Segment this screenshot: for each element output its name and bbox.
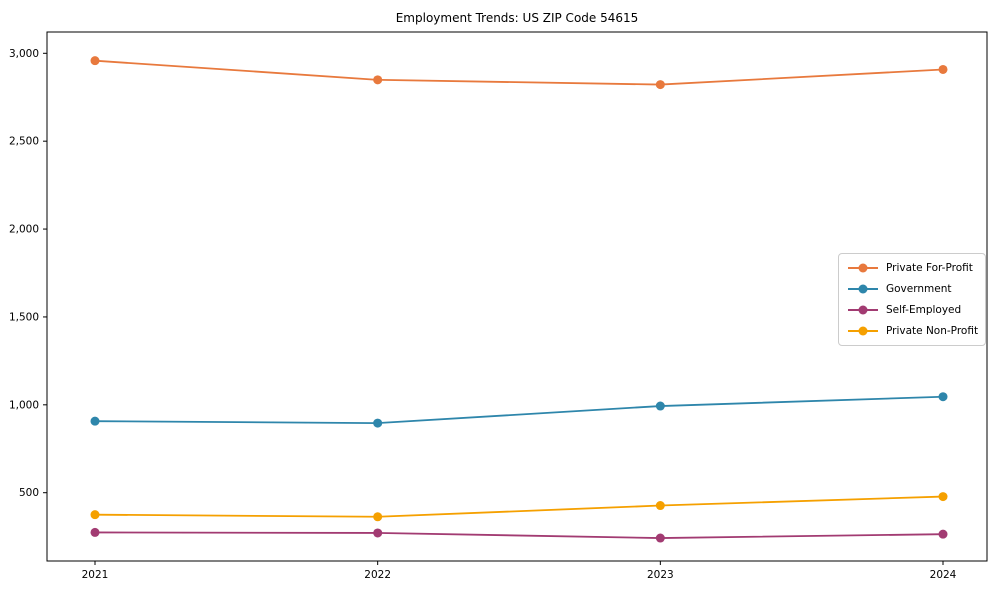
axes-spines — [46, 31, 988, 562]
legend-item-private-non-profit: Private Non-Profit — [848, 324, 979, 338]
legend-item-government: Government — [848, 282, 976, 296]
y-tick-label: 1,000 — [9, 399, 39, 411]
legend-line-icon — [848, 284, 878, 294]
x-tick-label: 2022 — [364, 569, 391, 581]
legend-label: Self-Employed — [886, 304, 962, 316]
legend-line-icon — [848, 326, 878, 336]
y-tick-label: 3,000 — [9, 48, 39, 60]
y-tick-label: 1,500 — [9, 311, 39, 323]
legend-dot-icon — [858, 263, 868, 273]
data-point-private-for-profit-2022 — [373, 75, 383, 85]
legend-dot-icon — [858, 284, 868, 294]
legend-dot-icon — [858, 326, 868, 336]
y-tick-label: 500 — [19, 487, 39, 499]
legend-line-icon — [848, 305, 878, 315]
x-tick-label: 2023 — [647, 569, 674, 581]
data-point-private-non-profit-2024 — [938, 492, 948, 502]
legend-label: Government — [886, 283, 952, 295]
legend-label: Private Non-Profit — [886, 325, 979, 337]
series-line-private-for-profit — [94, 59, 944, 86]
x-tick-label: 2021 — [82, 569, 109, 581]
legend-dot-icon — [858, 305, 868, 315]
data-point-private-for-profit-2023 — [655, 80, 665, 90]
legend: Private For-Profit Government Self-Emplo… — [838, 253, 986, 346]
data-point-government-2022 — [373, 418, 383, 428]
series-line-self-employed — [94, 531, 944, 539]
data-point-private-non-profit-2023 — [655, 501, 665, 511]
y-tick-label: 2,500 — [9, 136, 39, 148]
data-point-self-employed-2021 — [90, 527, 100, 537]
chart-title: Employment Trends: US ZIP Code 54615 — [395, 11, 639, 25]
data-point-private-for-profit-2021 — [90, 56, 100, 66]
data-point-government-2024 — [938, 392, 948, 402]
series-line-government — [94, 395, 944, 424]
data-point-self-employed-2023 — [655, 533, 665, 543]
data-point-government-2023 — [655, 401, 665, 411]
data-point-private-for-profit-2024 — [938, 64, 948, 74]
data-point-self-employed-2022 — [373, 528, 383, 538]
legend-label: Private For-Profit — [886, 262, 973, 274]
data-point-government-2021 — [90, 416, 100, 426]
series-line-private-non-profit — [94, 495, 944, 518]
legend-line-icon — [848, 263, 878, 273]
legend-item-private-for-profit: Private For-Profit — [848, 261, 976, 275]
data-point-private-non-profit-2021 — [90, 510, 100, 520]
y-tick-label: 2,000 — [9, 224, 39, 236]
data-point-self-employed-2024 — [938, 529, 948, 539]
x-tick-label: 2024 — [930, 569, 957, 581]
legend-item-self-employed: Self-Employed — [848, 303, 976, 317]
data-point-private-non-profit-2022 — [373, 512, 383, 522]
